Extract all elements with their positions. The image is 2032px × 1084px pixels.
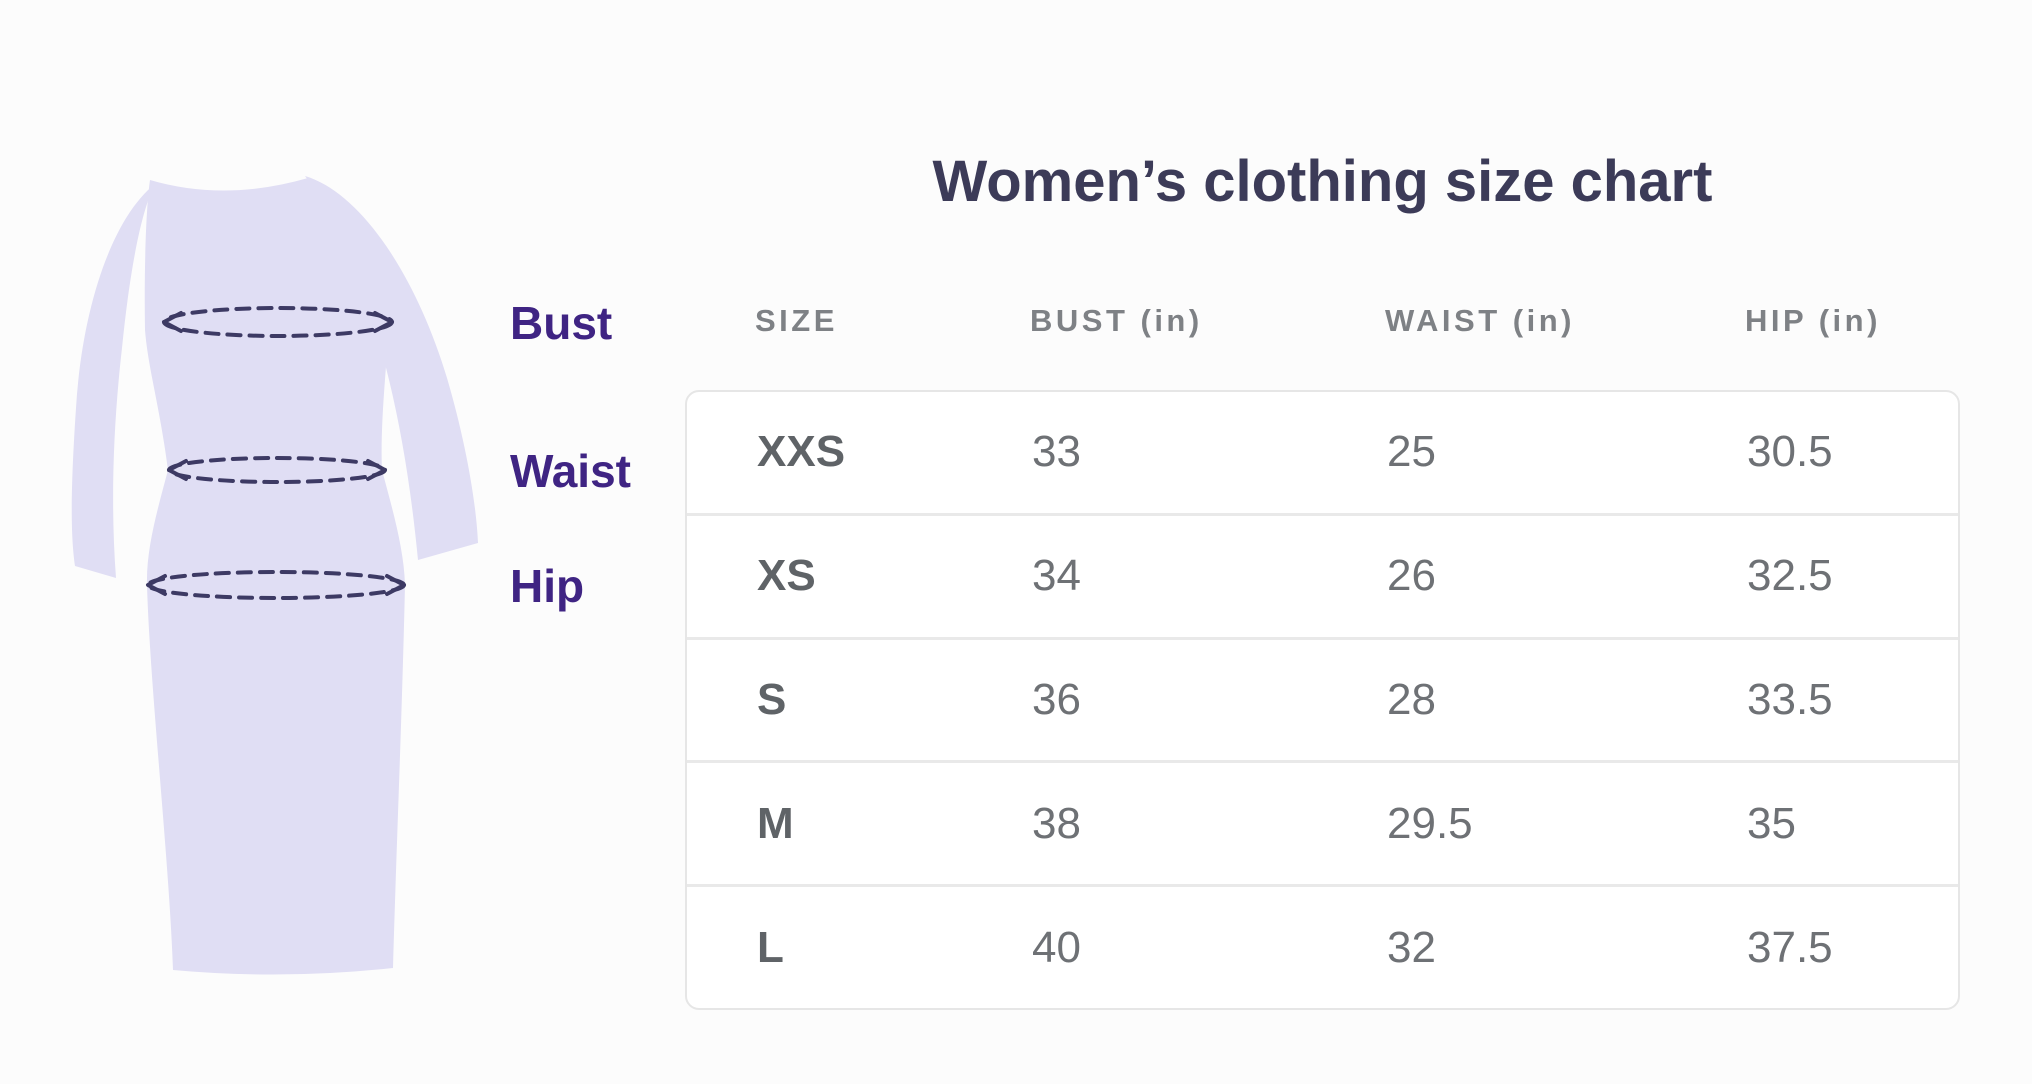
column-header-bust: BUST (in) — [1030, 303, 1203, 338]
page-title: Women’s clothing size chart — [932, 149, 1713, 214]
bust-measure-line — [162, 306, 394, 338]
table-cell-bust: 34 — [1032, 551, 1081, 601]
table-header-row: SIZE BUST (in) WAIST (in) HIP (in) — [685, 303, 1960, 339]
dress-right-sleeve — [305, 176, 478, 560]
table-cell-bust: 38 — [1032, 798, 1081, 848]
table-row: XXS 33 25 30.5 — [687, 392, 1958, 513]
column-header-hip: HIP (in) — [1745, 303, 1881, 338]
size-table: XXS 33 25 30.5 XS 34 26 32.5 S 36 28 33.… — [685, 390, 1960, 1010]
hip-label: Hip — [510, 560, 585, 612]
table-cell-hip: 37.5 — [1747, 922, 1833, 972]
table-cell-size: M — [757, 798, 794, 848]
table-cell-waist: 25 — [1387, 427, 1436, 477]
column-header-waist: WAIST (in) — [1385, 303, 1575, 338]
table-row: S 36 28 33.5 — [687, 636, 1958, 761]
dress-illustration — [71, 176, 478, 975]
table-cell-hip: 30.5 — [1747, 427, 1833, 477]
table-row: L 40 32 37.5 — [687, 884, 1958, 1008]
dress-body — [144, 178, 405, 975]
hip-measure-line — [146, 570, 406, 600]
table-row: XS 34 26 32.5 — [687, 512, 1958, 637]
table-cell-bust: 40 — [1032, 922, 1081, 972]
table-cell-size: L — [757, 922, 784, 972]
table-cell-bust: 36 — [1032, 674, 1081, 724]
table-cell-hip: 35 — [1747, 798, 1796, 848]
table-cell-hip: 33.5 — [1747, 674, 1833, 724]
waist-measure-line — [167, 456, 387, 484]
table-row: M 38 29.5 35 — [687, 760, 1958, 884]
waist-label: Waist — [510, 445, 631, 497]
table-cell-waist: 28 — [1387, 674, 1436, 724]
column-header-size: SIZE — [755, 303, 838, 338]
table-cell-waist: 29.5 — [1387, 798, 1473, 848]
table-cell-bust: 33 — [1032, 427, 1081, 477]
table-cell-waist: 26 — [1387, 551, 1436, 601]
dress-left-sleeve — [71, 184, 155, 578]
bust-label: Bust — [510, 297, 613, 349]
table-cell-size: S — [757, 674, 787, 724]
table-cell-waist: 32 — [1387, 922, 1436, 972]
table-cell-hip: 32.5 — [1747, 551, 1833, 601]
table-cell-size: XXS — [757, 427, 846, 477]
table-cell-size: XS — [757, 551, 816, 601]
